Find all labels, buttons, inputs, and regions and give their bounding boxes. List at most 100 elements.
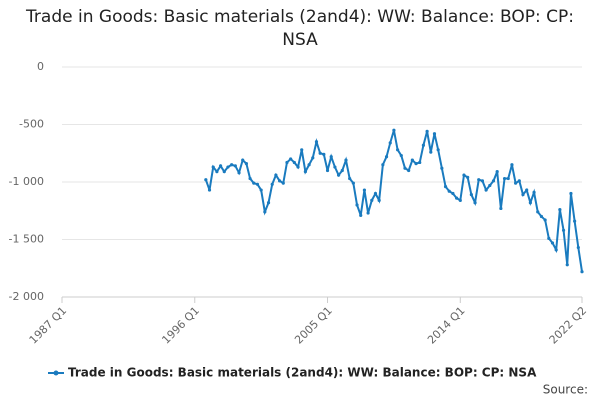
point — [418, 160, 422, 165]
x-tick-label: 1987 Q1 — [27, 304, 70, 347]
point — [421, 143, 426, 147]
point — [506, 176, 510, 181]
y-tick-label: -2 000 — [9, 290, 44, 303]
point — [543, 218, 547, 222]
point — [469, 193, 473, 197]
point — [440, 166, 444, 170]
point — [517, 179, 521, 183]
x-tick-label: 2014 Q1 — [425, 304, 468, 347]
source: Source: — [543, 383, 588, 397]
point — [230, 163, 234, 167]
point — [329, 155, 333, 159]
point — [241, 158, 245, 162]
y-tick-label: -1 500 — [9, 233, 44, 246]
point — [436, 148, 440, 152]
point — [399, 153, 403, 158]
point — [561, 228, 566, 232]
point — [528, 201, 532, 205]
point — [333, 165, 337, 169]
point — [480, 179, 485, 183]
point — [222, 170, 226, 174]
point — [377, 198, 381, 202]
point — [300, 148, 304, 152]
point — [322, 152, 326, 156]
point — [432, 132, 437, 136]
point — [407, 168, 411, 173]
y-tick-label: -500 — [19, 118, 44, 131]
point — [462, 173, 466, 177]
point — [466, 175, 470, 179]
point — [502, 176, 507, 181]
point — [207, 188, 212, 192]
point — [307, 163, 311, 167]
point — [344, 158, 348, 162]
point — [539, 214, 544, 219]
point — [289, 157, 293, 161]
point — [274, 173, 278, 177]
x-tick-label: 1996 Q1 — [159, 304, 202, 347]
point — [233, 164, 237, 168]
point — [414, 162, 418, 166]
point — [292, 160, 296, 165]
point — [573, 219, 577, 223]
point — [237, 171, 241, 175]
point — [425, 129, 429, 133]
point — [373, 191, 378, 196]
point — [477, 178, 481, 182]
point — [348, 176, 352, 181]
y-tick-label: -1 000 — [9, 175, 44, 188]
point — [429, 150, 433, 154]
legend-item: Trade in Goods: Basic materials (2and4):… — [48, 366, 537, 380]
point — [244, 162, 248, 166]
point — [447, 189, 451, 193]
point — [576, 245, 580, 250]
point — [550, 241, 555, 245]
point — [443, 185, 448, 189]
point — [403, 166, 407, 170]
x-tick-label: 2022 Q2 — [547, 304, 590, 347]
x-tick-label: 2005 Q1 — [292, 304, 335, 347]
point — [204, 178, 208, 182]
point — [521, 193, 525, 197]
point — [565, 263, 569, 267]
point — [392, 128, 396, 132]
point — [259, 188, 263, 192]
point — [226, 165, 230, 169]
point — [252, 181, 256, 185]
point — [211, 165, 215, 169]
point — [311, 156, 315, 160]
point — [318, 151, 322, 155]
point — [351, 181, 355, 185]
point — [525, 188, 529, 192]
point — [491, 179, 496, 183]
point — [370, 198, 374, 202]
point — [569, 191, 573, 196]
point — [532, 190, 536, 194]
point — [336, 173, 341, 177]
point — [355, 203, 359, 207]
point — [366, 211, 370, 215]
point — [473, 201, 477, 205]
point — [547, 236, 551, 240]
point — [484, 188, 488, 192]
point — [488, 183, 492, 188]
point — [340, 168, 344, 173]
point — [314, 140, 319, 144]
point — [325, 168, 330, 173]
legend-marker — [53, 370, 59, 376]
point — [554, 248, 558, 252]
point — [362, 188, 367, 192]
point — [410, 158, 414, 162]
point — [281, 181, 285, 185]
point — [285, 160, 289, 165]
point — [580, 270, 584, 274]
point — [263, 210, 267, 214]
point — [495, 170, 499, 174]
point — [458, 198, 462, 202]
legend-label: Trade in Goods: Basic materials (2and4):… — [68, 366, 537, 380]
point — [514, 181, 518, 185]
point — [277, 179, 282, 183]
point — [499, 206, 503, 211]
